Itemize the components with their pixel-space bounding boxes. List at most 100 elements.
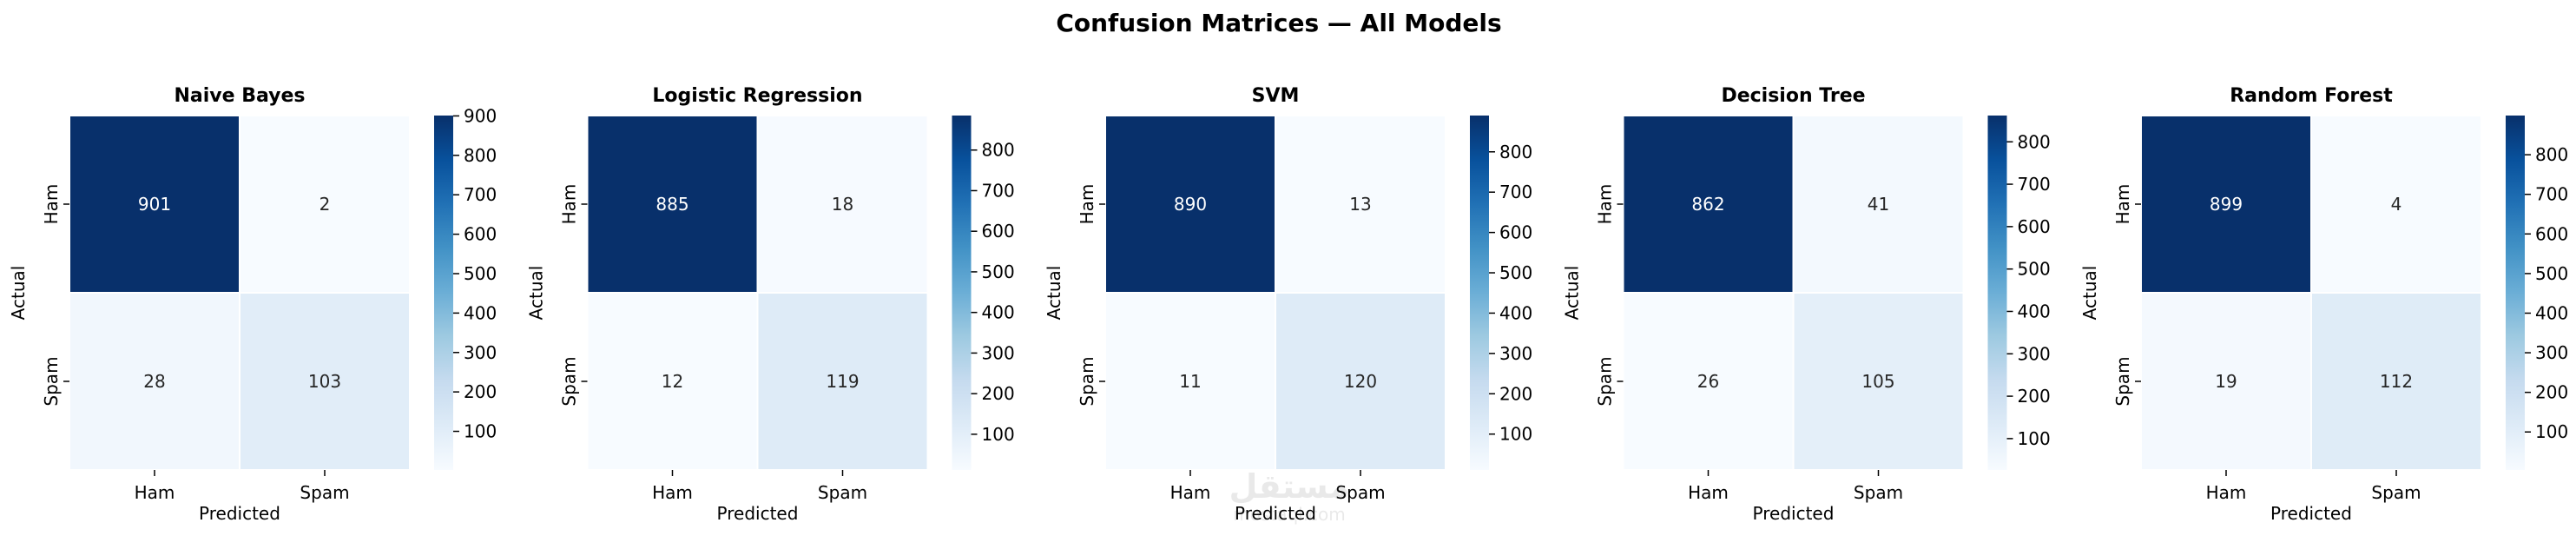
colorbar-tick-label: 700 [464,184,497,205]
heatmap-cell [2310,292,2482,471]
colorbar-tick-label: 500 [2018,259,2051,280]
colorbar-tick-label: 800 [1499,142,1532,162]
colorbar-tick-label: 100 [2535,421,2568,442]
x-tick-label: Ham [135,482,175,503]
heatmap-cell [69,115,240,294]
heatmap-cell [1622,292,1795,471]
colorbar-tick-label: 800 [464,145,497,166]
y-tick-label: Spam [41,356,62,406]
cell-value-label: 13 [1349,194,1371,215]
y-tick-label: Spam [2112,356,2133,406]
colorbar-tick-label: 200 [982,383,1015,404]
colorbar-tick-label: 600 [982,221,1015,242]
heatmap-panel-3: SVM 890 13 11 120 Ham Spam Predicted Ham Spam Actu… [1044,85,1532,524]
cell-value-label: 901 [138,194,171,215]
colorbar-tick-label: 800 [982,140,1015,161]
cell-value-label: 11 [1179,371,1201,392]
colorbar-tick-label: 500 [2535,263,2568,284]
colorbar-tick-label: 200 [1499,383,1532,404]
cell-value-label: 12 [662,371,683,392]
cell-value-label: 103 [308,371,341,392]
colorbar-tick-label: 100 [982,424,1015,445]
colorbar-tick-label: 100 [1499,424,1532,445]
heatmap-cell [2140,115,2312,294]
colorbar-tick-label: 200 [464,381,497,402]
panel-title: Random Forest [2230,85,2393,107]
x-tick-label: Spam [1854,482,1903,503]
x-axis-label: Predicted [717,503,799,524]
x-tick-label: Ham [1688,482,1729,503]
colorbar-tick-label: 300 [982,342,1015,363]
colorbar [434,116,453,470]
colorbar-tick-label: 900 [464,105,497,126]
figure-title: Confusion Matrices — All Models [1056,9,1501,37]
y-tick-label: Ham [2112,184,2133,225]
y-tick-label: Ham [1077,184,1097,225]
x-tick-label: Spam [1335,482,1385,503]
heatmap-cell [2140,292,2312,471]
watermark-logo: مستقل mostaql.com [1229,467,1350,525]
cell-value-label: 885 [656,194,688,215]
cell-value-label: 890 [1174,194,1207,215]
cell-value-label: 41 [1868,194,1889,215]
y-axis-label: Actual [1044,266,1064,321]
heatmap-cell [2310,115,2482,294]
cell-value-label: 28 [143,371,165,392]
colorbar-tick-label: 400 [464,302,497,323]
cell-value-label: 120 [1344,371,1377,392]
heatmap-cell [1792,115,1965,294]
y-axis-label: Actual [1562,266,1583,321]
watermark-subtext: mostaql.com [1233,504,1346,525]
colorbar [1470,116,1489,470]
colorbar-tick-label: 400 [982,302,1015,323]
cell-value-label: 862 [1691,194,1724,215]
y-tick-label: Spam [1077,356,1097,406]
heatmap-cell [586,292,759,471]
cell-value-label: 19 [2215,371,2237,392]
heatmap-cell [1622,115,1795,294]
y-tick-label: Ham [559,184,580,225]
y-axis-label: Actual [526,266,547,321]
colorbar-tick-label: 200 [2018,386,2051,407]
x-axis-label: Predicted [1235,503,1316,524]
colorbar-tick-label: 400 [2535,302,2568,323]
y-axis-label: Actual [8,266,29,321]
heatmap-cell [69,292,240,471]
x-tick-label: Spam [818,482,867,503]
panel-title: Decision Tree [1721,85,1865,107]
heatmap-panel-1: Naive Bayes 901 2 28 103 Ham Spam Predicted Ham S… [8,85,497,524]
colorbar-tick-label: 200 [2535,382,2568,403]
cell-value-label: 4 [2391,194,2402,215]
colorbar-tick-label: 700 [2535,184,2568,205]
heatmap-cell [1792,292,1965,471]
heatmap-panel-4: Decision Tree 862 41 26 105 Ham Spam Predicted H… [1562,85,2051,524]
x-axis-label: Predicted [1753,503,1835,524]
y-tick-label: Spam [1595,356,1616,406]
colorbar-tick-label: 300 [2018,343,2051,364]
cell-value-label: 18 [832,194,853,215]
cell-value-label: 2 [320,194,331,215]
cell-value-label: 899 [2210,194,2243,215]
heatmap-cell [1104,115,1276,294]
colorbar-tick-label: 300 [2535,342,2568,363]
cell-value-label: 105 [1861,371,1894,392]
heatmap-cell [239,115,411,294]
colorbar-tick-label: 300 [464,342,497,363]
colorbar-tick-label: 100 [464,421,497,442]
colorbar-tick-label: 600 [2018,216,2051,237]
colorbar-tick-label: 500 [1499,262,1532,283]
colorbar-tick-label: 100 [2018,428,2051,449]
x-axis-label: Predicted [199,503,280,524]
cell-value-label: 26 [1697,371,1719,392]
watermark-text: مستقل [1229,467,1350,506]
heatmap-cell [756,292,929,471]
y-axis-label: Actual [2079,266,2100,321]
cell-value-label: 112 [2380,371,2413,392]
colorbar-tick-label: 500 [982,261,1015,282]
x-tick-label: Ham [1170,482,1211,503]
colorbar-tick-label: 800 [2535,144,2568,165]
x-tick-label: Ham [2206,482,2247,503]
colorbar-tick-label: 500 [464,263,497,284]
panel-title: Logistic Regression [652,85,862,107]
